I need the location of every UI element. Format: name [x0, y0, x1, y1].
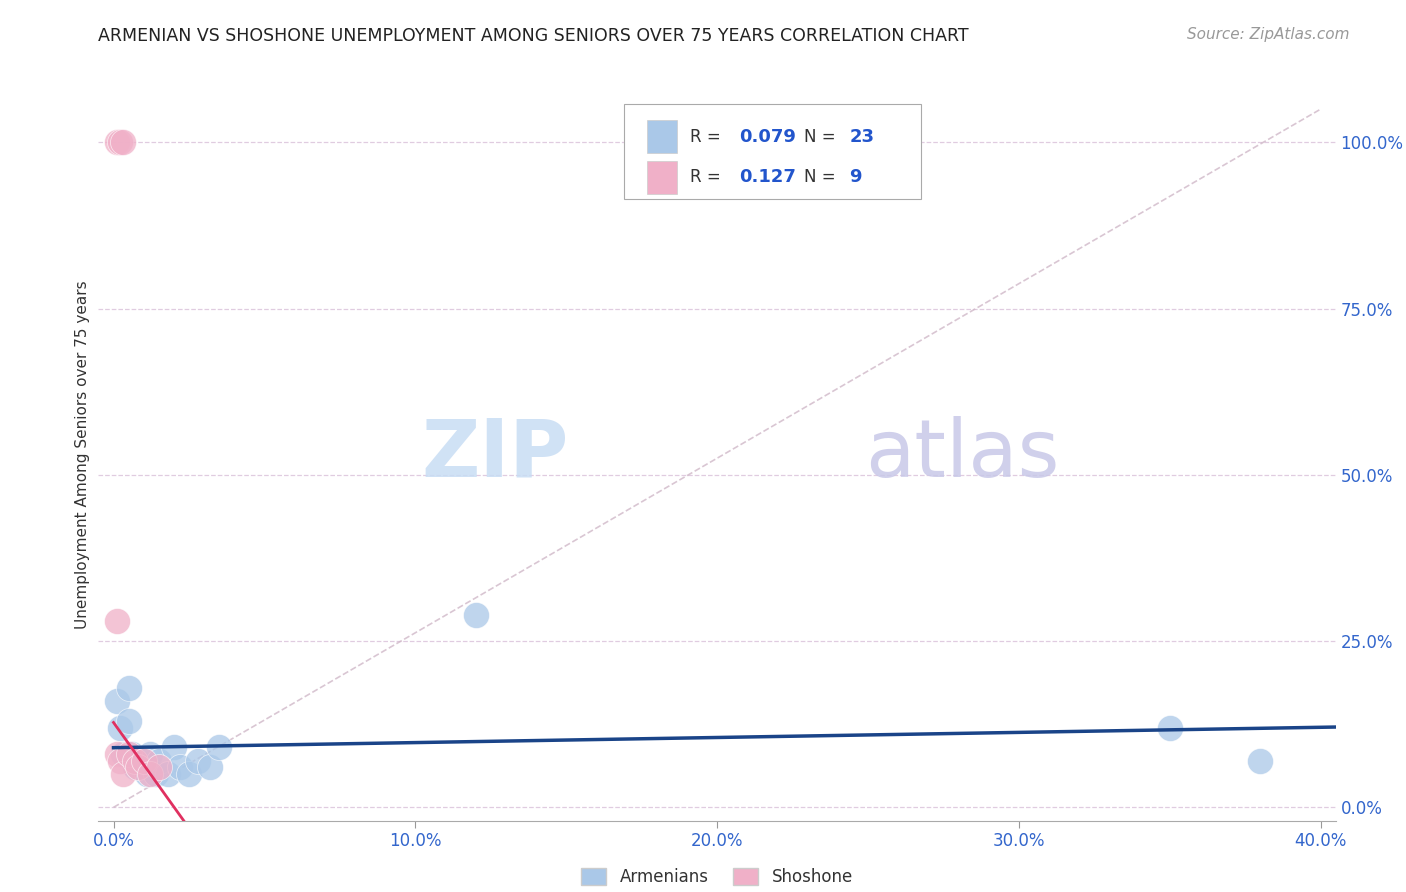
- Point: [138, 767, 160, 781]
- Text: R =: R =: [690, 168, 725, 186]
- Point: [117, 747, 139, 761]
- Y-axis label: Unemployment Among Seniors over 75 years: Unemployment Among Seniors over 75 years: [75, 281, 90, 629]
- Legend: Armenians, Shoshone: Armenians, Shoshone: [575, 862, 859, 892]
- Point: [187, 754, 209, 768]
- Text: 0.079: 0.079: [740, 128, 796, 146]
- Text: R =: R =: [690, 128, 725, 146]
- Point: [111, 747, 134, 761]
- Point: [127, 760, 149, 774]
- Point: [163, 740, 186, 755]
- Text: atlas: atlas: [866, 416, 1060, 494]
- Point: [108, 721, 131, 735]
- Point: [156, 767, 179, 781]
- Bar: [647, 161, 678, 194]
- Point: [145, 767, 167, 781]
- Point: [1159, 721, 1181, 735]
- Point: [117, 681, 139, 695]
- Point: [108, 754, 131, 768]
- Point: [105, 614, 128, 628]
- Point: [105, 747, 128, 761]
- Point: [132, 754, 155, 768]
- Point: [138, 747, 160, 761]
- Point: [124, 760, 146, 774]
- Point: [117, 714, 139, 728]
- Point: [105, 136, 128, 150]
- Point: [105, 694, 128, 708]
- Text: 0.127: 0.127: [740, 168, 796, 186]
- Point: [169, 760, 191, 774]
- Point: [208, 740, 231, 755]
- FancyBboxPatch shape: [624, 103, 921, 199]
- Point: [124, 754, 146, 768]
- Point: [148, 754, 170, 768]
- Point: [111, 767, 134, 781]
- Text: ARMENIAN VS SHOSHONE UNEMPLOYMENT AMONG SENIORS OVER 75 YEARS CORRELATION CHART: ARMENIAN VS SHOSHONE UNEMPLOYMENT AMONG …: [98, 27, 969, 45]
- Point: [1249, 754, 1271, 768]
- Bar: [647, 120, 678, 153]
- Point: [177, 767, 200, 781]
- Point: [148, 760, 170, 774]
- Text: Source: ZipAtlas.com: Source: ZipAtlas.com: [1187, 27, 1350, 42]
- Point: [198, 760, 221, 774]
- Text: ZIP: ZIP: [422, 416, 568, 494]
- Text: 23: 23: [849, 128, 875, 146]
- Text: N =: N =: [804, 128, 841, 146]
- Point: [111, 136, 134, 150]
- Point: [121, 747, 143, 761]
- Point: [108, 136, 131, 150]
- Point: [464, 607, 486, 622]
- Point: [132, 754, 155, 768]
- Text: 9: 9: [849, 168, 862, 186]
- Point: [135, 767, 157, 781]
- Text: N =: N =: [804, 168, 841, 186]
- Point: [127, 754, 149, 768]
